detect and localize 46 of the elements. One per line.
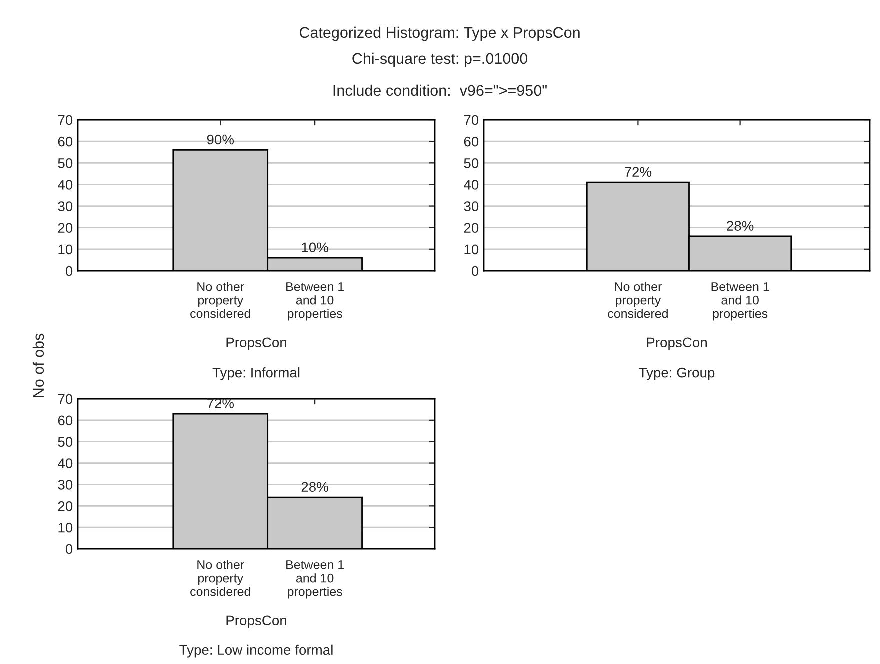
y-tick-label: 60 bbox=[464, 136, 479, 147]
text: Include condition: v96=">=950" bbox=[334, 84, 547, 96]
text: Type: Low income formal bbox=[180, 644, 333, 658]
y-tick-label: 20 bbox=[58, 501, 73, 512]
y-tick-label: 0 bbox=[66, 544, 73, 554]
x-axis-title: PropsCon bbox=[226, 616, 286, 628]
y-tick-label: 40 bbox=[464, 180, 479, 190]
y-axis-title: No of obs bbox=[32, 334, 44, 398]
x-tick-label: Between 1 and 10 properties bbox=[712, 282, 770, 321]
y-tick-label: 40 bbox=[58, 180, 73, 190]
annotation: 28% bbox=[727, 221, 754, 231]
annotation: 10% bbox=[302, 242, 328, 253]
x-tick-label: Between 1 and 10 properties bbox=[286, 560, 344, 599]
y-tick-label: 10 bbox=[464, 244, 479, 255]
y-tick-label: 30 bbox=[58, 480, 73, 490]
x-axis-title: PropsCon bbox=[647, 338, 707, 350]
y-tick-label: 10 bbox=[58, 522, 73, 533]
text: Type: Informal bbox=[212, 368, 300, 380]
y-tick-label: 60 bbox=[58, 136, 73, 147]
x-tick-label: Between 1 and 10 properties bbox=[286, 282, 344, 321]
y-tick-label: 0 bbox=[66, 266, 73, 276]
y-tick-label: 70 bbox=[58, 115, 73, 126]
y-tick-label: 60 bbox=[58, 416, 73, 426]
y-tick-label: 20 bbox=[464, 223, 479, 234]
y-tick-label: 20 bbox=[58, 223, 73, 234]
y-tick-label: 50 bbox=[464, 158, 479, 168]
y-tick-label: 50 bbox=[58, 437, 73, 448]
y-tick-label: 40 bbox=[58, 458, 73, 468]
annotation: 28% bbox=[302, 482, 328, 492]
y-tick-label: 10 bbox=[58, 244, 73, 255]
annotation: 72% bbox=[625, 167, 652, 177]
x-tick-label: No other property considered bbox=[190, 560, 250, 596]
x-axis-title: PropsCon bbox=[226, 338, 286, 350]
x-tick-label: No other property considered bbox=[608, 282, 668, 318]
y-tick-label: 30 bbox=[464, 202, 479, 212]
y-tick-label: 70 bbox=[58, 394, 73, 404]
y-tick-label: 30 bbox=[58, 202, 73, 212]
y-tick-label: 0 bbox=[472, 266, 479, 276]
x-tick-label: No other property considered bbox=[190, 282, 250, 318]
annotation: 90% bbox=[207, 134, 234, 145]
text: Chi-square test: p=.01000 bbox=[352, 52, 528, 68]
annotation: 72% bbox=[207, 398, 234, 408]
y-tick-label: 70 bbox=[464, 115, 479, 126]
text: Categorized Histogram: Type x PropsCon bbox=[300, 26, 580, 42]
y-tick-label: 50 bbox=[58, 158, 73, 168]
text: Type: Group bbox=[639, 368, 715, 380]
